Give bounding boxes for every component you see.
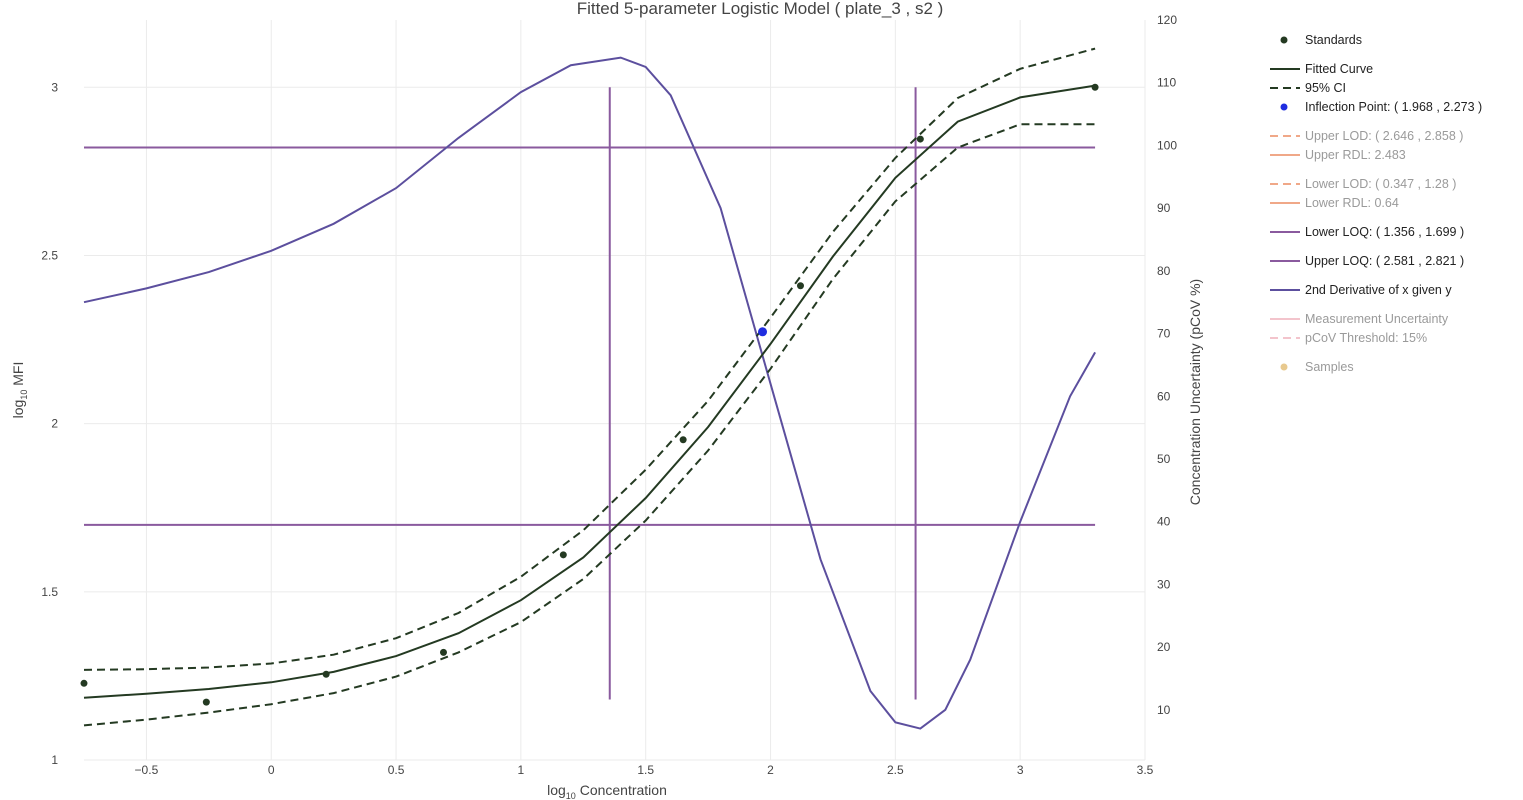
- standard-point: [439, 648, 447, 656]
- y2-axis-ticks: 10 20 30 40 50 60 70 80 90 100 110 120: [1157, 13, 1177, 717]
- fitted-curve-line: [83, 84, 1096, 699]
- y-tick-label: 2.5: [41, 248, 58, 262]
- y2-tick-label: 60: [1157, 389, 1171, 403]
- y2-tick-label: 50: [1157, 452, 1171, 466]
- x-tick-label: 1.5: [637, 763, 654, 777]
- x-tick-label: 2.5: [887, 763, 904, 777]
- legend-label: Inflection Point: ( 1.968 , 2.273 ): [1305, 100, 1482, 114]
- ci-line: [83, 123, 1096, 727]
- standard-point: [916, 135, 924, 143]
- legend-item: Lower LOD: ( 0.347 , 1.28 ): [1270, 177, 1456, 191]
- legend-label: Measurement Uncertainty: [1305, 312, 1449, 326]
- legend-marker: [1280, 103, 1288, 111]
- y2-tick-label: 40: [1157, 515, 1171, 529]
- y2-tick-label: 10: [1157, 703, 1171, 717]
- x-axis-title-sub: 10: [566, 791, 576, 800]
- legend-item: Samples: [1280, 360, 1354, 374]
- x-axis-title: log10 Concentration: [547, 782, 667, 800]
- standard-point: [679, 436, 687, 444]
- legend-item: Upper RDL: 2.483: [1270, 148, 1406, 162]
- legend-label: 2nd Derivative of x given y: [1305, 283, 1452, 297]
- legend-item: Lower RDL: 0.64: [1270, 196, 1399, 210]
- legend-item: 95% CI: [1270, 81, 1346, 95]
- x-tick-label: 0.5: [388, 763, 405, 777]
- y2-tick-label: 70: [1157, 327, 1171, 341]
- legend: Standards Fitted Curve 95% CI Inflection Po…: [1270, 33, 1482, 374]
- y2-tick-label: 120: [1157, 13, 1177, 27]
- legend-item: Fitted Curve: [1270, 62, 1373, 76]
- second-derivative-line: [83, 56, 1096, 730]
- y-tick-label: 3: [51, 80, 58, 94]
- y-axis-title: log10 MFI: [10, 362, 29, 419]
- x-axis-ticks: −0.5 0 0.5 1 1.5 2 2.5 3 3.5: [135, 763, 1154, 777]
- legend-marker: [1280, 36, 1288, 44]
- y-axis-title-suffix: MFI: [10, 362, 26, 390]
- series: [80, 47, 1099, 730]
- grid: [84, 20, 1146, 761]
- legend-label: Upper RDL: 2.483: [1305, 148, 1406, 162]
- legend-item: Measurement Uncertainty: [1270, 312, 1449, 326]
- x-tick-label: 0: [268, 763, 275, 777]
- y2-tick-label: 110: [1157, 76, 1176, 90]
- standard-point: [796, 282, 804, 290]
- legend-label: Lower LOD: ( 0.347 , 1.28 ): [1305, 177, 1456, 191]
- inflection-point: [758, 327, 768, 337]
- y-tick-label: 1: [51, 753, 58, 767]
- y2-tick-label: 30: [1157, 577, 1171, 591]
- legend-label: Standards: [1305, 33, 1362, 47]
- legend-item: Inflection Point: ( 1.968 , 2.273 ): [1280, 100, 1482, 114]
- legend-item: Upper LOD: ( 2.646 , 2.858 ): [1270, 129, 1463, 143]
- x-tick-label: 1: [518, 763, 525, 777]
- legend-label: Lower LOQ: ( 1.356 , 1.699 ): [1305, 225, 1464, 239]
- x-tick-label: 3: [1017, 763, 1024, 777]
- y-axis-ticks: 1 1.5 2 2.5 3: [41, 80, 58, 767]
- y-tick-label: 2: [51, 417, 58, 431]
- legend-label: pCoV Threshold: 15%: [1305, 331, 1427, 345]
- legend-item: pCoV Threshold: 15%: [1270, 331, 1427, 345]
- y-axis-title-sub: 10: [19, 390, 29, 400]
- chart-title: Fitted 5-parameter Logistic Model ( plat…: [577, 0, 944, 18]
- y2-axis-title: Concentration Uncertainty (pCoV %): [1187, 279, 1203, 505]
- x-axis-title-suffix: Concentration: [576, 782, 667, 798]
- legend-marker: [1280, 363, 1288, 371]
- standard-point: [1091, 83, 1099, 91]
- legend-label: Fitted Curve: [1305, 62, 1373, 76]
- standard-point: [322, 670, 330, 678]
- y2-tick-label: 100: [1157, 138, 1177, 152]
- legend-item: Lower LOQ: ( 1.356 , 1.699 ): [1270, 225, 1464, 239]
- legend-item: Upper LOQ: ( 2.581 , 2.821 ): [1270, 254, 1464, 268]
- legend-item: 2nd Derivative of x given y: [1270, 283, 1452, 297]
- standard-point: [202, 698, 210, 706]
- x-tick-label: −0.5: [135, 763, 159, 777]
- y2-tick-label: 80: [1157, 264, 1171, 278]
- legend-label: Samples: [1305, 360, 1354, 374]
- x-tick-label: 3.5: [1137, 763, 1154, 777]
- y2-tick-label: 20: [1157, 640, 1171, 654]
- ci-line: [83, 47, 1096, 671]
- legend-label: Lower RDL: 0.64: [1305, 196, 1399, 210]
- legend-label: Upper LOD: ( 2.646 , 2.858 ): [1305, 129, 1463, 143]
- x-axis-title-prefix: log: [547, 782, 566, 798]
- legend-label: Upper LOQ: ( 2.581 , 2.821 ): [1305, 254, 1464, 268]
- standard-point: [80, 679, 88, 687]
- legend-item: Standards: [1280, 33, 1362, 47]
- y2-tick-label: 90: [1157, 201, 1171, 215]
- standard-point: [559, 551, 567, 559]
- legend-label: 95% CI: [1305, 81, 1346, 95]
- y-axis-title-prefix: log: [10, 400, 26, 419]
- y-tick-label: 1.5: [41, 585, 58, 599]
- x-tick-label: 2: [767, 763, 774, 777]
